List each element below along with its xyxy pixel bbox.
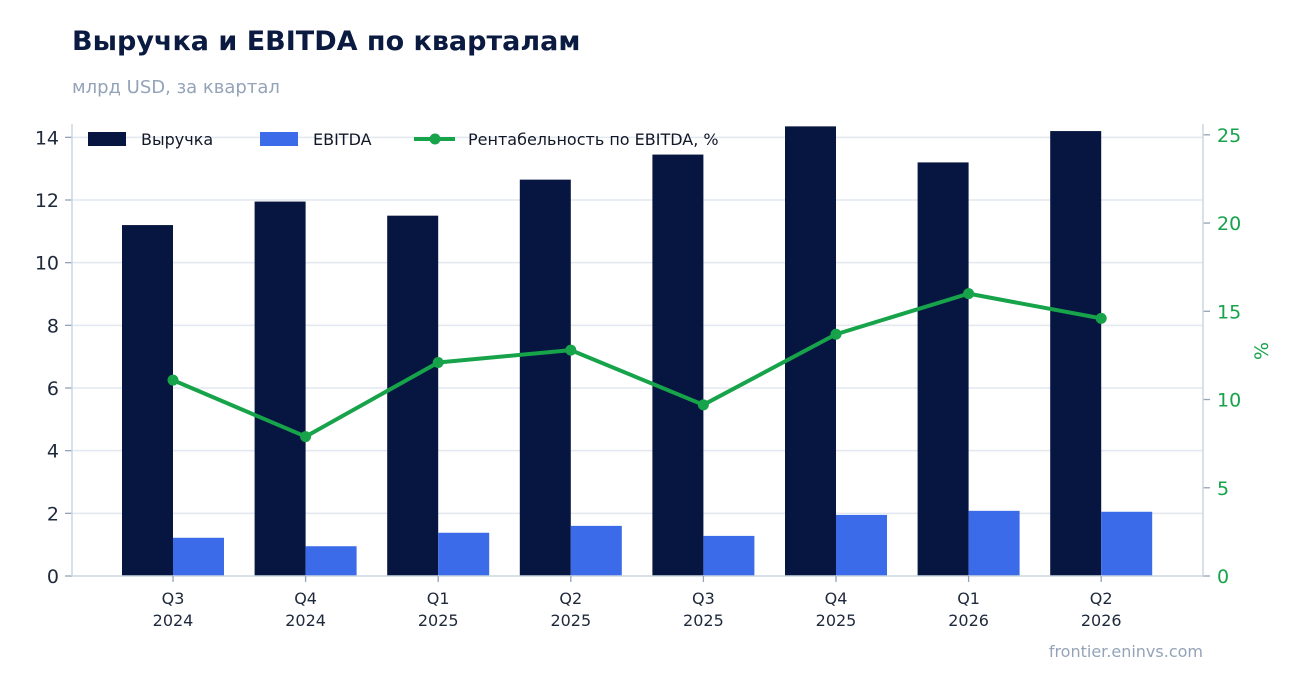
ebitda-bar [836, 514, 887, 576]
legend-marker-margin [429, 133, 441, 145]
x-tick-label: Q1 [957, 589, 980, 608]
ebitda-bar [305, 546, 357, 576]
x-tick-label: 2024 [153, 611, 194, 630]
x-tick-label: Q4 [825, 589, 848, 608]
legend: Выручка EBITDA Рентабельность по EBITDA, % [88, 130, 719, 149]
legend-label-revenue: Выручка [141, 130, 213, 149]
x-tick-label: Q3 [162, 589, 185, 608]
source-label: frontier.eninvs.com [1048, 642, 1203, 661]
legend-label-ebitda: EBITDA [313, 130, 372, 149]
ebitda-bar [173, 537, 224, 576]
revenue-bar [917, 162, 969, 576]
margin-point [697, 399, 709, 411]
margin-point [565, 344, 577, 356]
margin-point [963, 288, 975, 300]
left-tick-label: 4 [47, 441, 59, 463]
revenue-bar [254, 201, 306, 577]
margin-point [1095, 312, 1107, 324]
x-tick-label: 2026 [1081, 611, 1122, 630]
x-tick-label: 2024 [285, 611, 326, 630]
grid-lines [72, 136, 1203, 515]
ebitda-bar [1101, 511, 1153, 576]
right-axis-label: % [1251, 342, 1273, 360]
right-tick-label: 10 [1217, 390, 1241, 412]
revenue-bar [387, 215, 439, 576]
x-tick-label: Q3 [692, 589, 715, 608]
left-tick-label: 2 [47, 503, 59, 525]
margin-line [167, 288, 1107, 443]
axes: 024681012140510152025%Q32024Q42024Q12025… [35, 124, 1273, 630]
x-tick-label: 2025 [550, 611, 591, 630]
right-tick-label: 5 [1217, 478, 1229, 500]
margin-line-path [171, 291, 1104, 439]
x-tick-label: Q2 [559, 589, 582, 608]
margin-point [167, 374, 179, 386]
left-tick-label: 12 [35, 190, 59, 212]
left-tick-label: 8 [47, 315, 59, 337]
left-tick-label: 14 [35, 127, 59, 149]
right-tick-label: 15 [1217, 301, 1241, 323]
x-tick-label: Q4 [294, 589, 317, 608]
margin-point [830, 328, 842, 340]
ebitda-bar [570, 525, 622, 576]
revenue-bar [652, 154, 704, 577]
ebitda-bar [968, 510, 1020, 576]
revenue-bar [122, 225, 173, 577]
left-tick-label: 6 [47, 378, 59, 400]
x-tick-label: Q1 [427, 589, 450, 608]
legend-swatch-ebitda [260, 132, 298, 146]
chart-title: Выручка и EBITDA по кварталам [72, 26, 581, 57]
ebitda-bar [703, 535, 755, 576]
x-tick-label: Q2 [1090, 589, 1113, 608]
x-tick-label: 2026 [948, 611, 989, 630]
chart-subtitle: млрд USD, за квартал [72, 77, 280, 98]
right-tick-label: 20 [1217, 213, 1241, 235]
left-tick-label: 10 [35, 253, 59, 275]
margin-point [432, 356, 444, 368]
legend-label-margin: Рентабельность по EBITDA, % [468, 130, 719, 149]
x-tick-label: 2025 [816, 611, 857, 630]
right-tick-label: 25 [1217, 125, 1241, 147]
x-tick-label: 2025 [418, 611, 459, 630]
bars [122, 126, 1153, 577]
x-tick-label: 2025 [683, 611, 724, 630]
left-tick-label: 0 [47, 566, 59, 588]
right-tick-label: 0 [1217, 566, 1229, 588]
ebitda-bar [438, 532, 490, 576]
revenue-bar [1050, 131, 1102, 577]
legend-swatch-revenue [88, 132, 126, 146]
revenue-bar [785, 126, 836, 576]
revenue-bar [519, 179, 571, 576]
margin-point [300, 431, 312, 443]
